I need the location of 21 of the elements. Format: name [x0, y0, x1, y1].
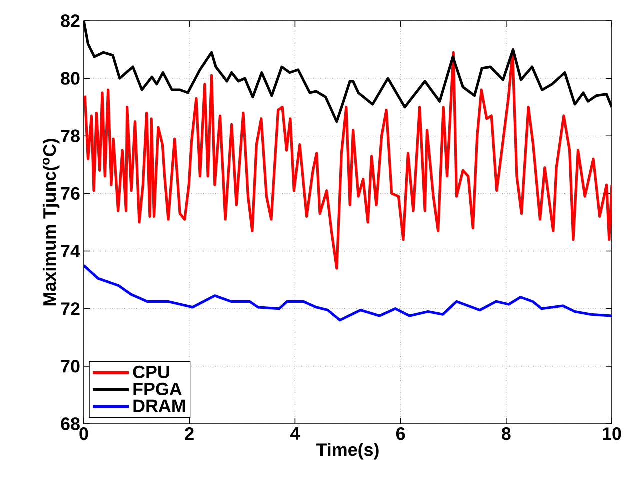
legend-label: FPGA — [134, 382, 182, 396]
x-axis-title: Time(s) — [316, 443, 379, 460]
y-tick-label: 70 — [61, 360, 80, 373]
x-tick-label: 4 — [290, 428, 300, 440]
x-tick-label: 6 — [396, 428, 406, 440]
legend-label: DRAM — [134, 400, 186, 412]
legend-label: CPU — [133, 366, 170, 379]
line-series — [84, 264, 612, 322]
line-series — [84, 51, 612, 270]
x-tick-label: 8 — [502, 428, 511, 440]
y-tick-label: 72 — [61, 302, 80, 316]
y-tick-label: 68 — [61, 418, 80, 430]
y-axis-title: Maximum Tjunc($^{o}$C) — [42, 139, 60, 306]
x-tick-label: 10 — [603, 428, 622, 440]
y-tick-label: 76 — [61, 187, 80, 200]
y-tick-label: 74 — [61, 245, 80, 258]
y-tick-label: 78 — [61, 130, 80, 142]
y-tick-label: 82 — [61, 14, 80, 28]
x-tick-label: 2 — [185, 428, 194, 440]
x-tick-label: 0 — [80, 428, 88, 440]
y-tick-label: 80 — [61, 72, 80, 85]
